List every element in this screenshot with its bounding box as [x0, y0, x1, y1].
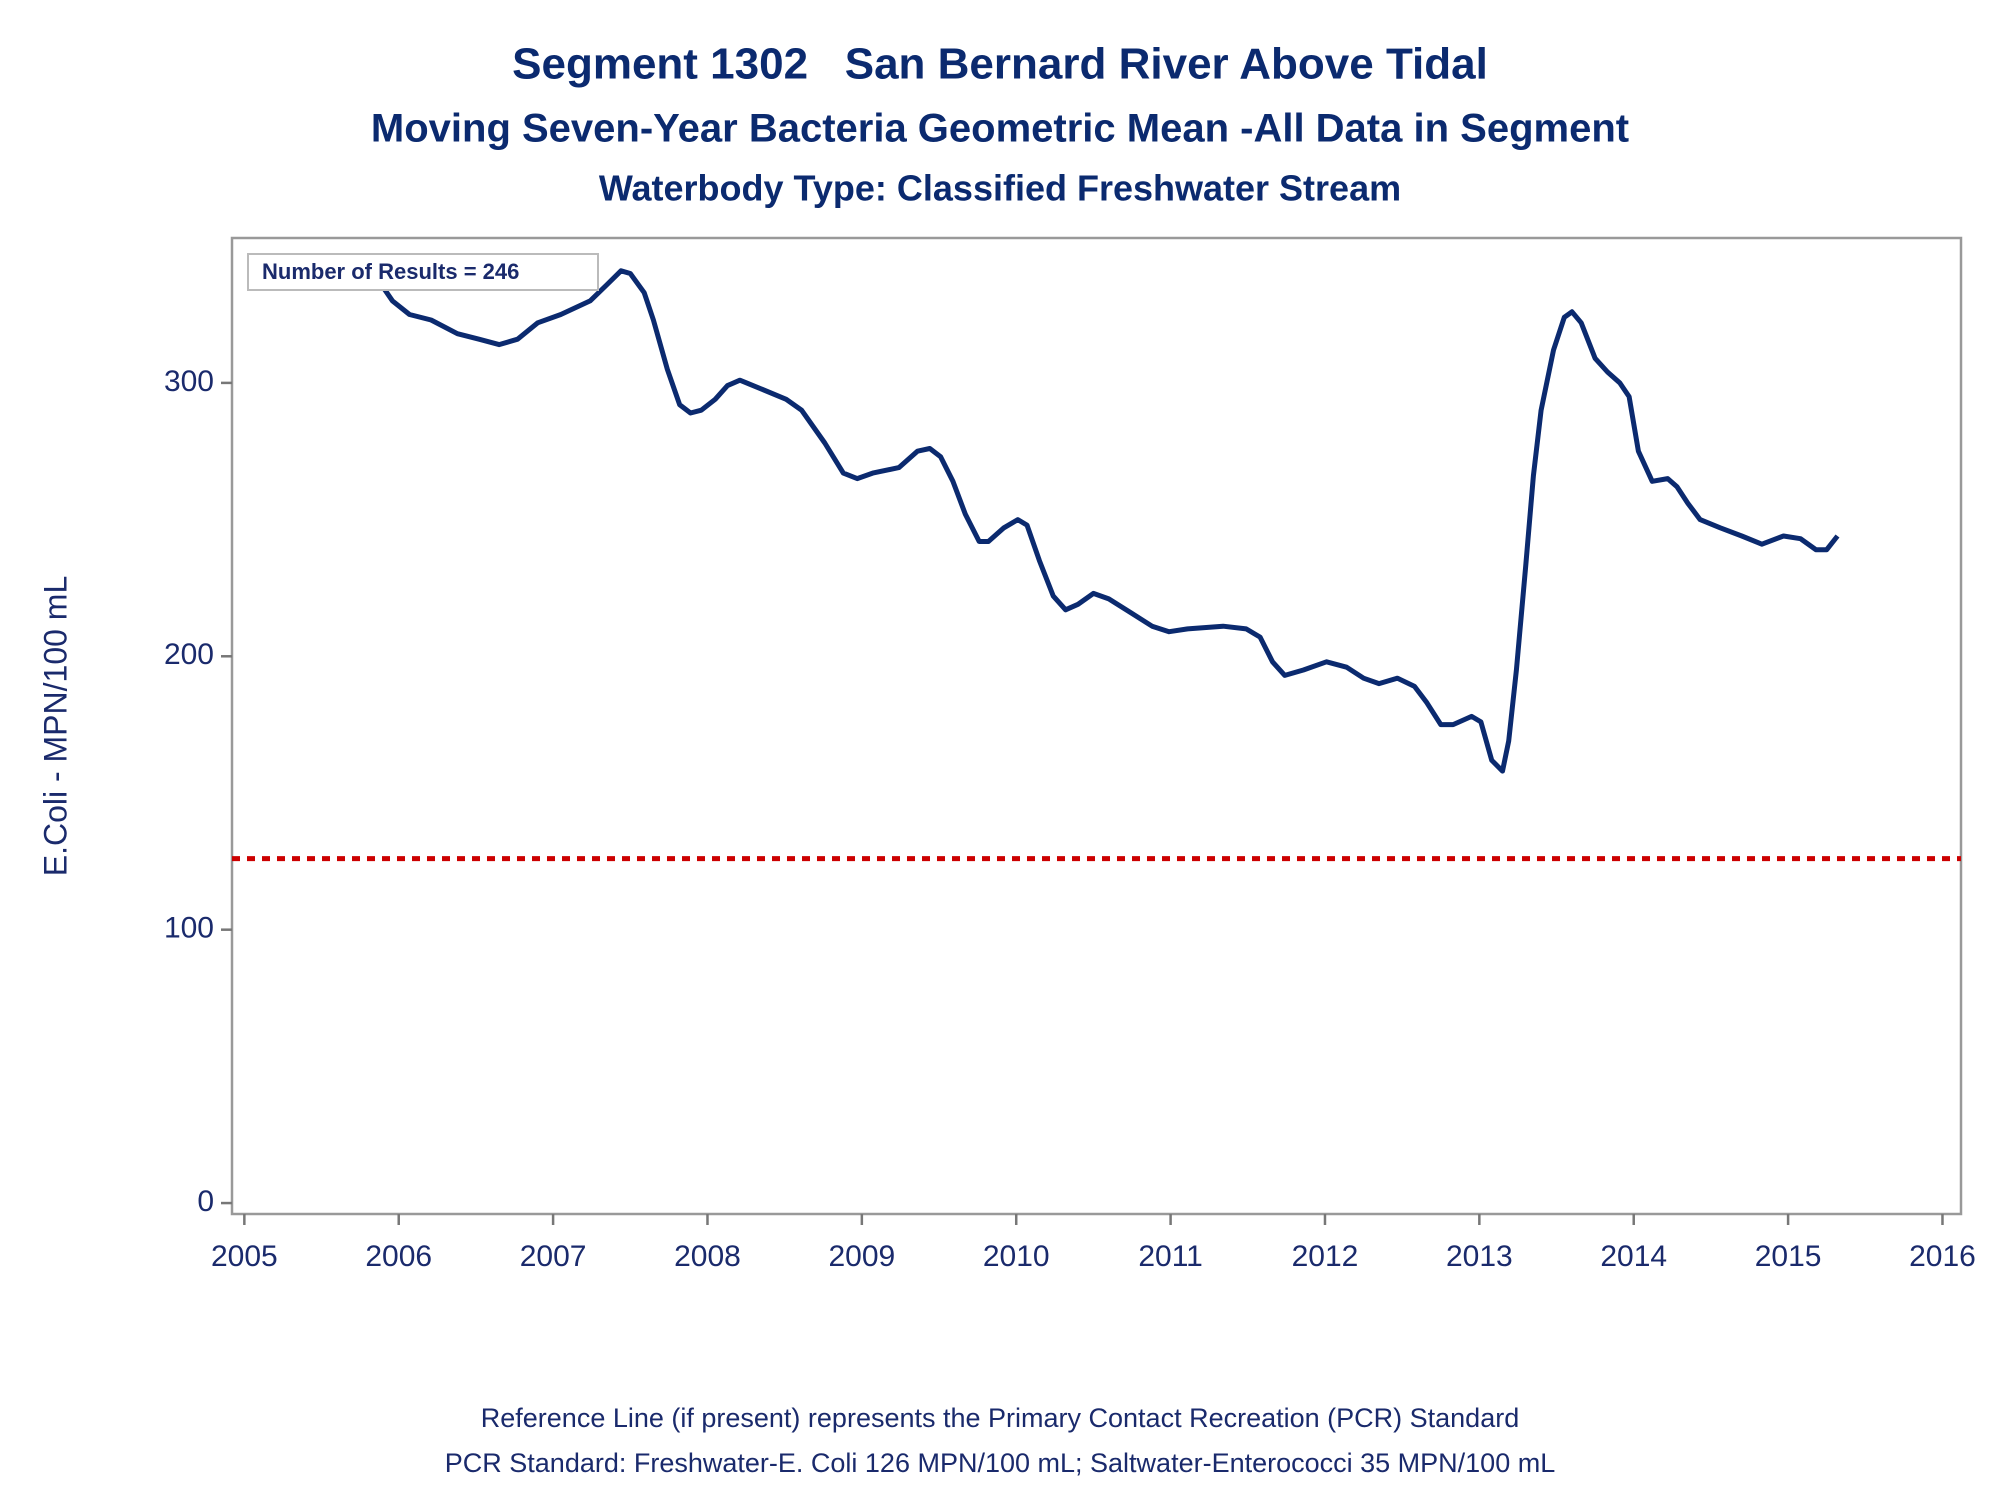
x-tick-label: 2006	[365, 1240, 432, 1273]
x-tick-label: 2009	[828, 1240, 895, 1273]
x-tick-label: 2008	[674, 1240, 741, 1273]
x-tick-label: 2013	[1446, 1240, 1513, 1273]
annotation-box	[247, 253, 599, 291]
x-tick-label: 2007	[520, 1240, 587, 1273]
footnote: Reference Line (if present) represents t…	[481, 1403, 1519, 1433]
x-tick-label: 2012	[1292, 1240, 1359, 1273]
chart-subtitle: Waterbody Type: Classified Freshwater St…	[599, 168, 1401, 209]
y-tick-label: 200	[164, 638, 214, 671]
x-tick-label: 2005	[211, 1240, 278, 1273]
x-tick-label: 2011	[1138, 1240, 1203, 1273]
annotation: Number of Results = 246	[262, 259, 519, 284]
y-tick-label: 100	[164, 912, 214, 945]
x-tick-label: 2014	[1600, 1240, 1667, 1273]
footnote: PCR Standard: Freshwater-E. Coli 126 MPN…	[445, 1448, 1555, 1478]
x-tick-label: 2015	[1755, 1240, 1822, 1273]
chart-subtitle: Moving Seven-Year Bacteria Geometric Mea…	[371, 107, 1629, 151]
y-axis-label: E.Coli - MPN/100 mL	[37, 576, 73, 877]
plot-frame	[230, 236, 1963, 1216]
x-tick-label: 2010	[983, 1240, 1050, 1273]
y-tick-label: 300	[164, 365, 214, 398]
x-tick-label: 2016	[1909, 1240, 1976, 1273]
y-tick-label: 0	[197, 1185, 214, 1218]
chart-title: Segment 1302 San Bernard River Above Tid…	[512, 40, 1488, 89]
data-line	[327, 254, 1840, 774]
